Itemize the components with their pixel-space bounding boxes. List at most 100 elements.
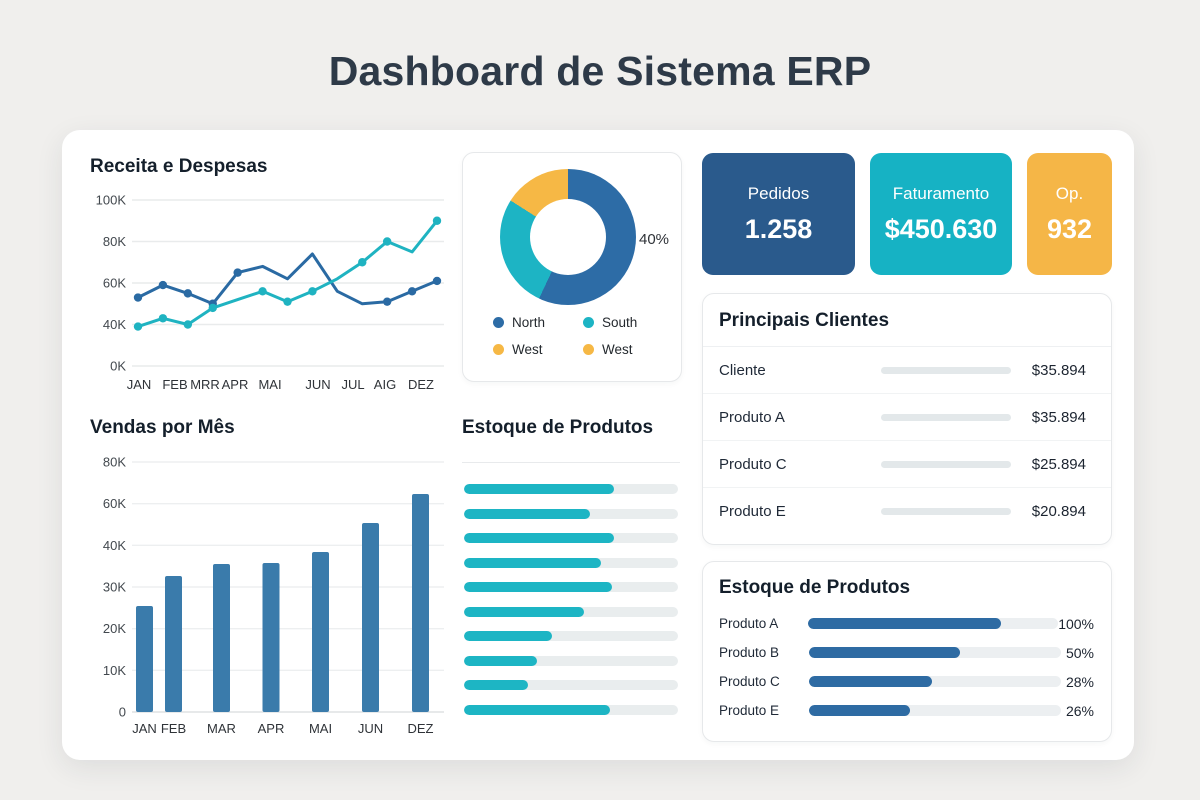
stock-list-bar-track	[464, 484, 678, 494]
kpi-value-op: 932	[1046, 213, 1093, 244]
stock-bar-track	[809, 676, 1061, 687]
stock-row: Produto A 100%	[703, 609, 1111, 638]
svg-text:40K: 40K	[103, 538, 126, 553]
stock-list-row	[464, 655, 678, 681]
svg-text:JAN: JAN	[127, 377, 152, 392]
client-value: $25.894	[1031, 455, 1086, 473]
legend-item-west-2: West	[583, 342, 663, 357]
legend-label-west-1: West	[512, 342, 543, 357]
stock-bar-fill	[809, 705, 910, 716]
stock-list-bar-track	[464, 655, 678, 666]
svg-text:30K: 30K	[103, 580, 126, 595]
stock-list-divider	[462, 462, 680, 463]
stock-list-row	[464, 533, 678, 558]
stock-list-bar-fill	[464, 606, 584, 617]
donut-callout-label: 40%	[639, 231, 670, 248]
stock-list-row	[464, 582, 678, 607]
stock-bar-track	[809, 705, 1061, 716]
svg-text:60K: 60K	[103, 496, 126, 511]
svg-text:80K: 80K	[103, 234, 126, 249]
stock-list-bar-track	[464, 533, 678, 543]
stock-list-row	[464, 484, 678, 509]
stock-list-bar-fill	[464, 582, 612, 592]
stock-value: 26%	[1065, 702, 1094, 719]
dashboard-board: Receita e Despesas 100K 80K 60K 40K 0K JAN FEB…	[62, 130, 1134, 760]
stock-list-bar-fill	[464, 533, 614, 543]
svg-text:60K: 60K	[103, 276, 126, 291]
stock-list-row	[464, 631, 678, 656]
sales-chart-title: Vendas por Mês	[90, 417, 235, 438]
stock-list-row	[464, 704, 678, 730]
client-label: Produto C	[719, 455, 787, 473]
svg-text:0K: 0K	[110, 359, 126, 374]
kpi-card-op: Op. 932	[1027, 153, 1112, 275]
client-row: Produto E $20.894	[703, 488, 1111, 535]
client-bar-track	[881, 508, 1011, 515]
stock-bar-fill	[809, 647, 961, 658]
stock-list-bars	[464, 484, 678, 729]
svg-text:JUN: JUN	[305, 377, 330, 392]
svg-text:FEB: FEB	[162, 377, 187, 392]
stock-list-bar-track	[464, 631, 678, 641]
svg-text:20K: 20K	[103, 621, 126, 636]
client-bar-track	[881, 460, 1011, 468]
stock-list-bar-track	[464, 508, 678, 519]
stock-list-bar-track	[464, 606, 678, 617]
stock-list-bar-fill	[464, 655, 537, 666]
sales-bar-chart: 80K 60K 40K 30K 20K 10K 0 JAN FEB MAR APR MAI JUN DEZ	[103, 455, 444, 736]
clients-panel-title: Principais Clientes	[703, 294, 1111, 347]
client-value: $20.894	[1031, 503, 1086, 520]
client-label: Produto E	[719, 503, 786, 520]
stock-list-row	[464, 680, 678, 705]
kpi-card-faturamento: Faturamento $450.630	[870, 153, 1012, 275]
legend-label-north: North	[512, 315, 546, 330]
stock-list-row	[464, 557, 678, 583]
stock-value: 28%	[1065, 673, 1094, 690]
client-value: $35.894	[1031, 408, 1086, 426]
svg-text:10K: 10K	[103, 663, 126, 678]
legend-item-west-1: West	[493, 342, 573, 357]
page-title: Dashboard de Sistema ERP	[328, 48, 872, 94]
stock-list-bar-track	[464, 557, 678, 568]
stock-list-bar-track	[464, 704, 678, 715]
stock-label: Produto E	[719, 703, 780, 718]
legend-dot-west-2	[583, 344, 594, 355]
svg-text:APR: APR	[258, 721, 285, 736]
legend-item-south: South	[583, 315, 663, 330]
stock-value: 50%	[1065, 644, 1094, 661]
client-label: Produto A	[719, 408, 785, 426]
legend-dot-west-1	[493, 344, 504, 355]
svg-text:JAN: JAN	[132, 721, 157, 736]
stock-panel: Estoque de Produtos Produto A 100% Produ…	[702, 561, 1112, 742]
svg-text:100K: 100K	[96, 193, 127, 208]
stock-row: Produto C 28%	[703, 667, 1111, 696]
svg-text:80K: 80K	[103, 455, 126, 470]
stock-list-bar-fill	[464, 631, 552, 641]
revenue-chart-title: Receita e Despesas	[90, 156, 268, 177]
svg-text:JUL: JUL	[341, 377, 364, 392]
stock-list-bar-track	[464, 680, 678, 690]
client-row: Cliente $35.894	[703, 347, 1111, 394]
svg-text:0: 0	[119, 705, 126, 720]
client-row: Produto A $35.894	[703, 394, 1111, 441]
stock-bar-fill	[809, 676, 933, 687]
svg-text:MAI: MAI	[258, 377, 281, 392]
stock-label: Produto A	[719, 616, 779, 631]
stock-list-row	[464, 508, 678, 534]
stock-row: Produto B 50%	[703, 638, 1111, 667]
kpi-value-pedidos: 1.258	[744, 213, 813, 244]
stock-label: Produto B	[719, 645, 780, 660]
donut-legend: North South West West	[493, 315, 663, 357]
stock-list-bar-fill	[464, 508, 591, 519]
kpi-label-faturamento: Faturamento	[892, 183, 990, 203]
stock-list-bar-fill	[464, 680, 529, 690]
svg-text:FEB: FEB	[161, 721, 186, 736]
stock-row: Produto E 26%	[703, 696, 1111, 725]
stock-list-row	[464, 606, 678, 632]
kpi-card-pedidos: Pedidos 1.258	[702, 153, 855, 275]
clients-panel: Principais Clientes Cliente $35.894 Prod…	[702, 293, 1112, 545]
stock-value: 100%	[1058, 615, 1094, 632]
legend-label-west-2: West	[602, 342, 633, 357]
